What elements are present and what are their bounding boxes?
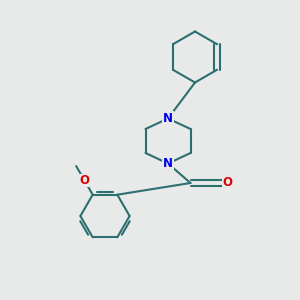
- Text: O: O: [80, 174, 89, 187]
- Text: O: O: [222, 176, 233, 190]
- Text: N: N: [163, 112, 173, 125]
- Text: N: N: [163, 157, 173, 170]
